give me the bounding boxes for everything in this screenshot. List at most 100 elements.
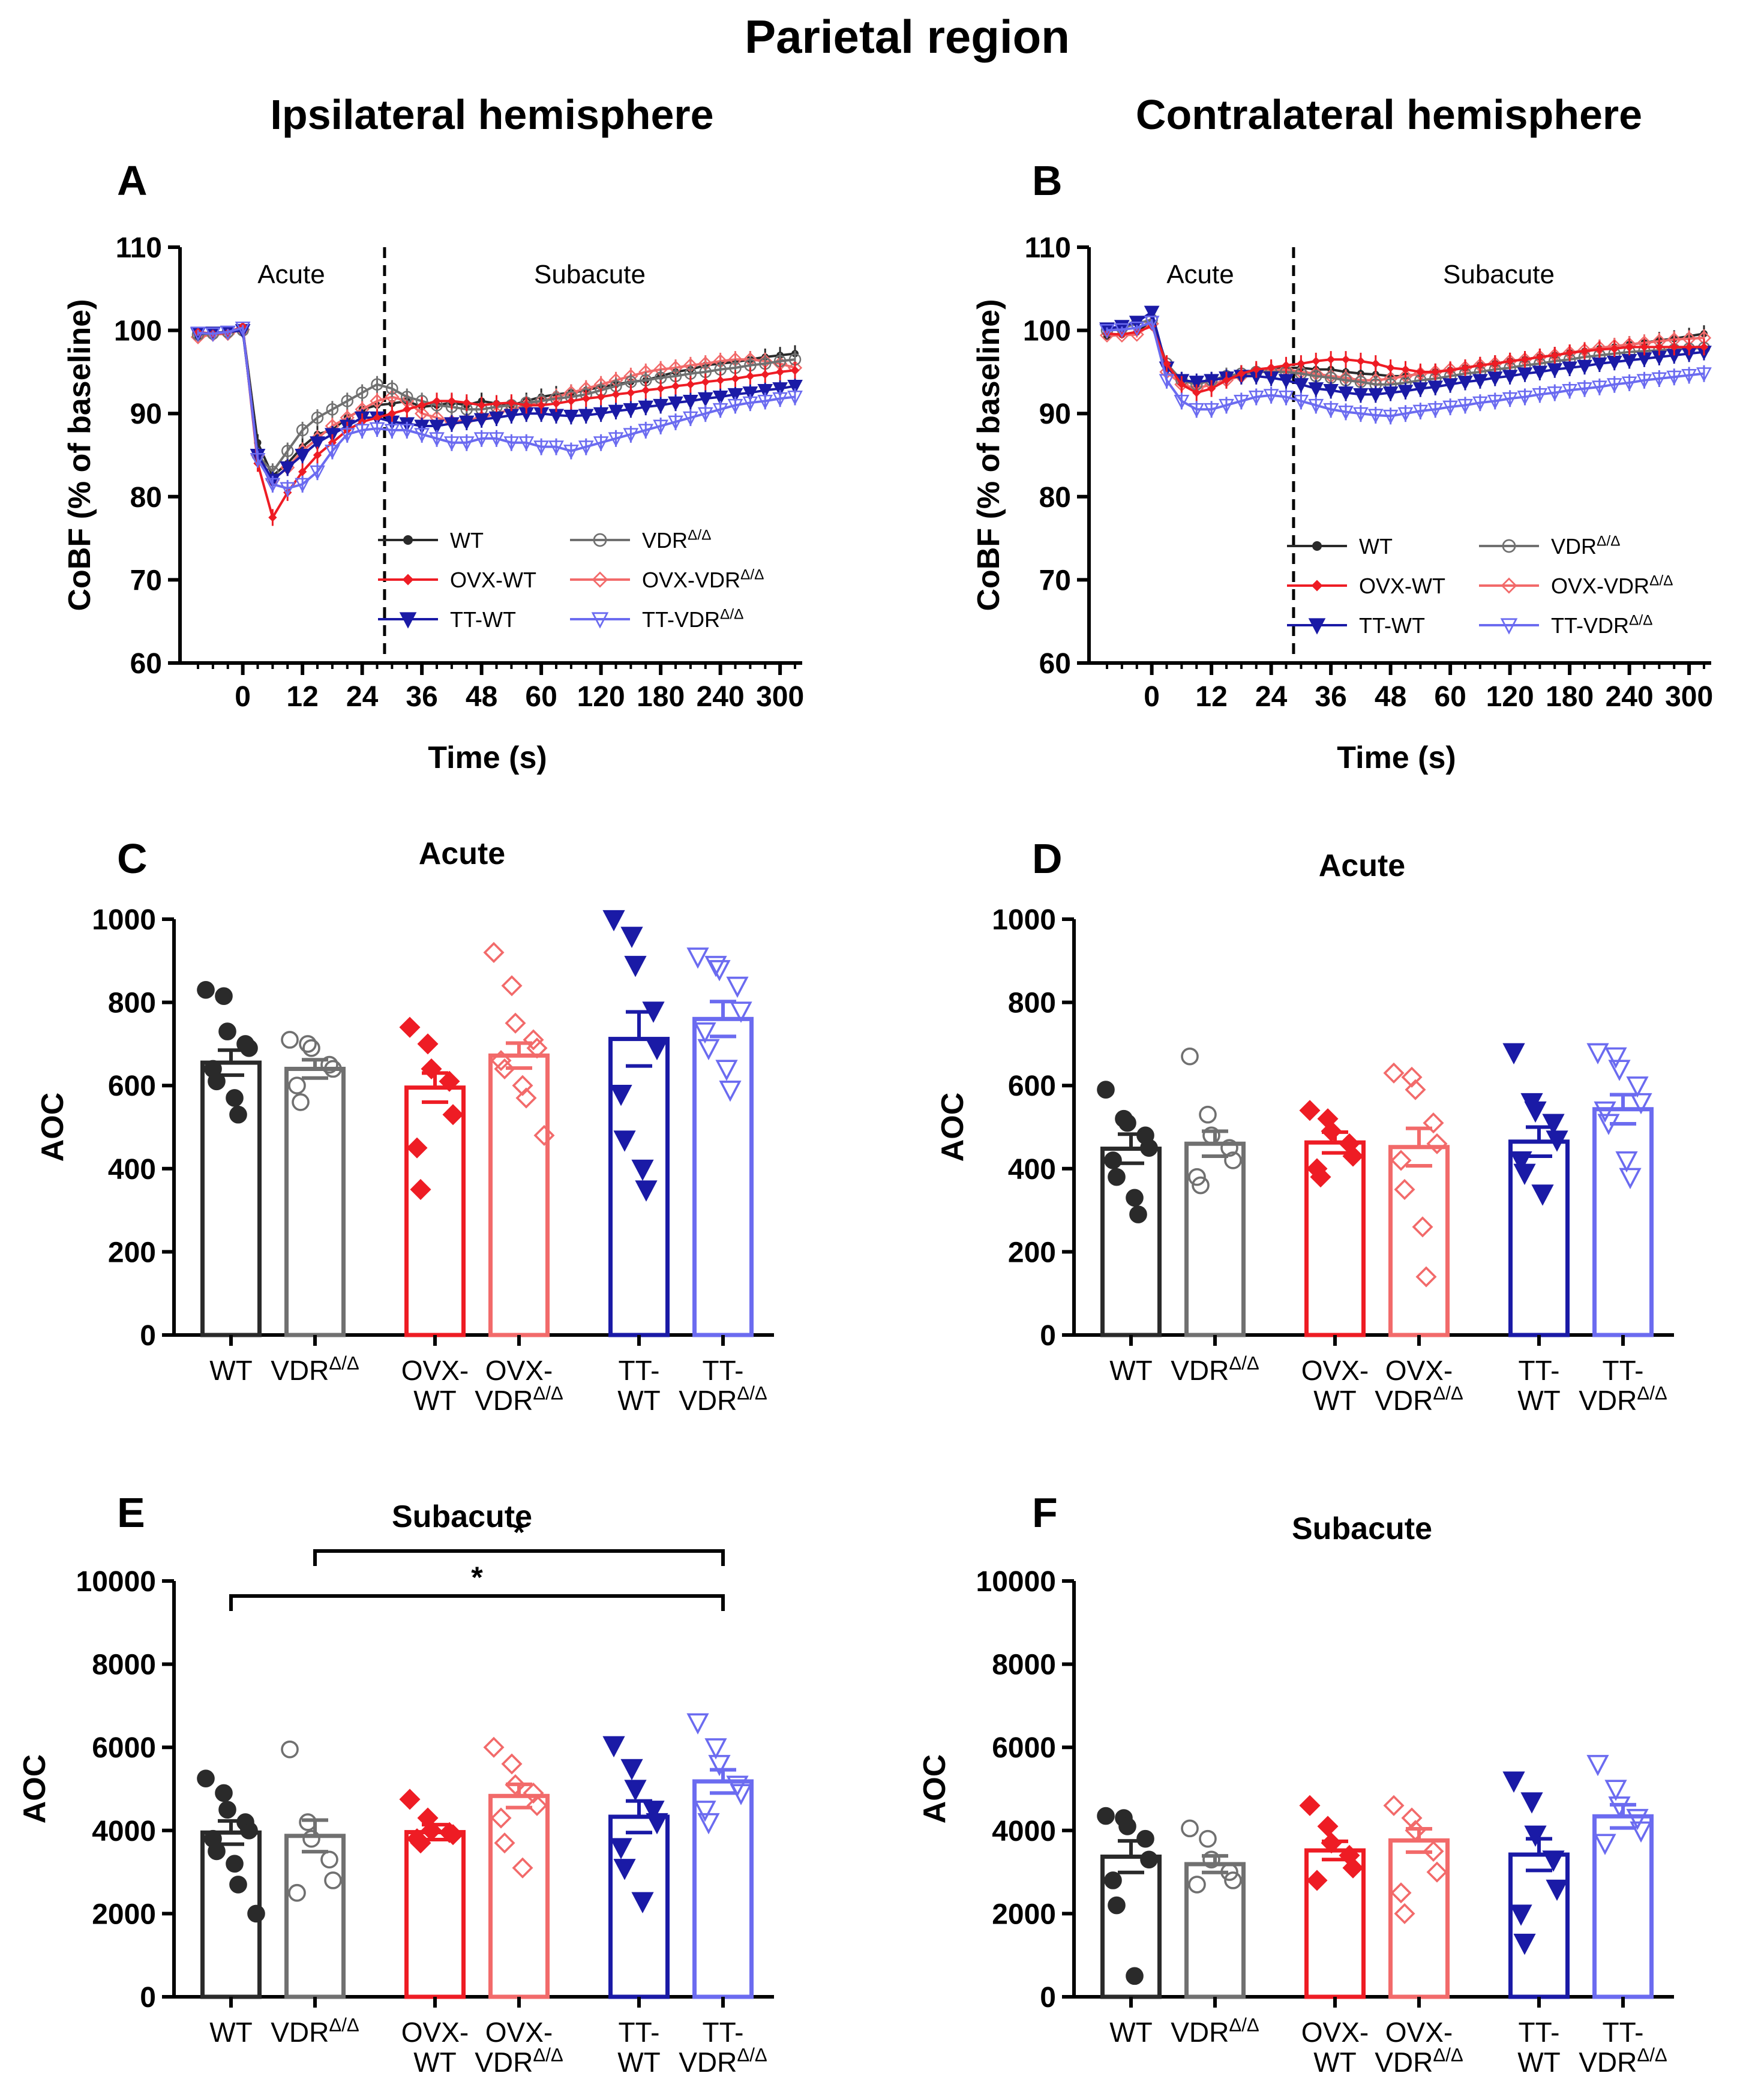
y-tick-label: 4000 [92,1816,156,1847]
data-point [726,976,749,998]
y-axis-label: AOC [935,1093,970,1162]
data-point [1595,345,1604,354]
panel-letter-c: C [117,835,148,882]
bar [1508,1852,1570,1999]
data-point [533,440,550,455]
data-point [727,388,743,403]
data-point [1188,1168,1206,1186]
data-point [1651,372,1667,388]
data-point [1405,1079,1426,1100]
data-point [215,1784,233,1802]
data-point [642,1001,665,1023]
data-point [1390,1150,1412,1171]
y-tick-label: 6000 [992,1732,1056,1764]
data-point [593,436,609,451]
data-point [410,1178,431,1200]
data-point [1577,382,1592,397]
chart-panel-e: Subacute 0 2000 4000 6000 8000 10000 AOC WT VDRΔ/… [17,1499,774,2078]
data-point [421,1058,442,1080]
data-point [442,1104,464,1126]
data-point [671,382,680,391]
data-point [197,1769,215,1787]
data-point [1427,403,1444,418]
data-point [1640,343,1649,352]
x-tick-label: WT [1109,2017,1153,2048]
data-point [310,465,325,481]
data-point [526,1795,548,1816]
x-tick-label: OVX- [485,1355,553,1386]
data-point [1224,1151,1242,1169]
data-point [1233,394,1249,410]
data-point [226,1089,244,1107]
bar [1184,1862,1246,1999]
x-tick-label: 300 [1665,681,1713,713]
data-point [1547,363,1563,378]
data-point [1397,385,1414,400]
data-point [1352,407,1369,422]
data-point [1317,1816,1339,1837]
data-point [240,1039,258,1057]
data-point [1547,386,1563,401]
data-point [668,415,683,431]
data-point [190,326,206,341]
data-point [280,461,296,476]
data-point [299,1035,317,1053]
data-point [790,365,800,375]
data-point [1401,365,1410,374]
data-point [1108,1896,1126,1915]
legend-label: OVX-WT [450,568,536,592]
data-point [1487,394,1503,410]
data-point [501,1753,523,1775]
data-point [403,405,412,414]
data-point [1252,365,1261,374]
y-axis-label: CoBF (% of baseline) [62,299,97,611]
y-tick-label: 60 [130,648,162,680]
data-point [432,397,442,406]
x-tick-label: 0 [235,681,251,713]
data-point [505,1774,526,1796]
x-tick-label: 36 [1315,681,1346,713]
legend-marker [592,571,608,588]
data-point [730,1784,752,1805]
data-point [1580,347,1589,356]
data-point [1310,1166,1331,1188]
data-point [1278,374,1294,389]
data-point [505,1012,526,1034]
bar [284,1834,346,1999]
data-point [1510,1904,1532,1926]
x-tick-label: VDRΔ/Δ [679,1383,767,1416]
data-point [787,380,803,395]
legend-label: VDRΔ/Δ [1551,533,1621,559]
data-point [1202,1850,1220,1869]
x-tick-label: VDRΔ/Δ [475,1383,563,1416]
data-point [646,1813,668,1835]
data-point [1097,1081,1115,1099]
legend-marker [1502,539,1516,553]
data-point [548,440,564,455]
data-point [292,1093,310,1111]
data-point [1670,343,1679,352]
phase-label-subacute: Subacute [534,260,646,289]
data-point [1192,1176,1210,1195]
x-tick-label: VDRΔ/Δ [475,2045,563,2078]
legend-label: WT [450,528,484,553]
legend-label: TT-WT [450,607,516,632]
column-title-ipsilateral: Ipsilateral hemisphere [270,91,713,138]
data-point [215,987,233,1006]
data-point [727,398,743,414]
data-point [1681,369,1697,384]
data-point [1502,392,1518,407]
data-point [1338,405,1354,421]
data-point [494,1832,515,1854]
x-tick-label: WT [209,2017,253,2048]
chart-panel-f: Subacute 0 2000 4000 6000 8000 10000 AOC WT VDRΔ/… [917,1511,1674,2078]
data-point [608,404,624,420]
x-tick-label: OVX- [401,2017,469,2048]
data-point [320,1850,338,1869]
data-point [563,445,579,460]
panel-letter-b: B [1032,157,1063,204]
y-tick-label: 400 [1008,1154,1056,1186]
x-tick-label: TT- [619,1355,660,1386]
y-tick-label: 4000 [992,1816,1056,1847]
